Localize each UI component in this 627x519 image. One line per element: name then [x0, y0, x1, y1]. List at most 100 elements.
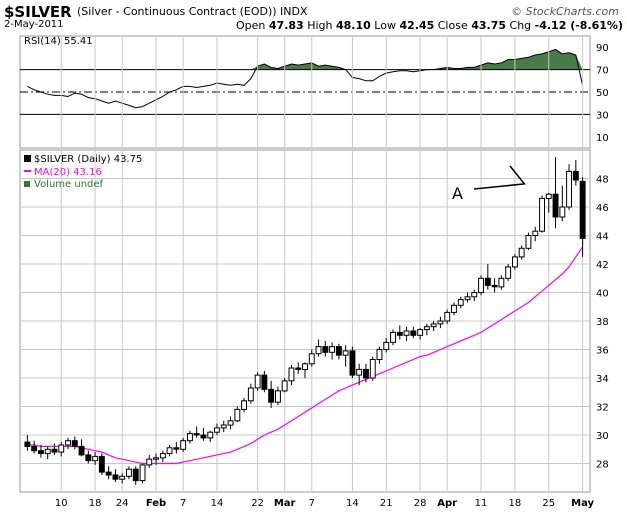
price-legend: $SILVER (Daily) 43.75: [34, 154, 142, 165]
open-label: Open: [236, 19, 266, 32]
candle-body: [132, 468, 139, 482]
low-value: 42.45: [399, 19, 435, 32]
rsi-series-line: [27, 48, 584, 109]
rsi-overbought-fill: [27, 49, 583, 70]
candle-body: [315, 346, 322, 355]
rsi-tick-label: 70: [596, 66, 609, 77]
chart-date: 2-May-2011: [4, 19, 64, 30]
candle-body: [302, 363, 309, 370]
candle-body: [342, 350, 349, 356]
x-tick-label: 18: [89, 498, 102, 509]
chg-value: -4.12 (-8.61%): [534, 19, 623, 32]
candle-body: [275, 390, 281, 403]
x-tick-label: 14: [211, 498, 224, 509]
price-tick-label: 28: [596, 460, 609, 471]
candle-body: [247, 387, 254, 402]
rsi-panel: 10 30 50 70 90 RSI(14) 55.41: [19, 35, 609, 149]
candle-body: [187, 433, 193, 442]
price-legend-icon: [24, 155, 31, 162]
candle-body: [403, 330, 410, 336]
x-tick-label: 28: [414, 498, 427, 509]
candle-body: [119, 475, 126, 480]
candle-body: [85, 454, 92, 462]
price-tick-label: 38: [596, 317, 609, 328]
price-tick-label: 46: [596, 203, 609, 214]
candle-body: [24, 441, 31, 447]
x-tick-label: May: [571, 498, 594, 509]
candle-body: [254, 374, 261, 389]
candle-body: [308, 353, 315, 365]
price-tick-label: 40: [596, 289, 609, 300]
price-tick-label: 42: [596, 260, 609, 271]
price-tick-label: 36: [596, 346, 609, 357]
x-tick-label: 25: [542, 498, 555, 509]
candle-body: [98, 455, 105, 473]
x-axis: 10 18 24 Feb 7 14 22 Mar 7 14 21 28 Apr 11 18 25 May: [55, 498, 595, 509]
candle-body: [139, 464, 146, 482]
candle-body: [437, 320, 444, 325]
candle-body: [349, 350, 356, 376]
candle-body: [200, 434, 207, 439]
x-tick-label: 7: [309, 498, 315, 509]
ma-legend: MA(20) 43.16: [34, 167, 102, 178]
candle-body: [491, 284, 498, 288]
candle-body: [220, 424, 227, 429]
candle-body: [518, 247, 525, 258]
candle-body: [539, 197, 545, 232]
candle-body: [146, 458, 153, 466]
candle-body: [532, 230, 539, 236]
x-tick-label: 10: [55, 498, 68, 509]
candle-body: [261, 374, 268, 390]
price-tick-label: 34: [596, 374, 609, 385]
candle-body: [38, 450, 44, 455]
candle-body: [214, 427, 220, 433]
open-value: 47.83: [268, 19, 304, 32]
candle-body: [173, 447, 180, 450]
candle-body: [505, 266, 512, 279]
x-tick-label: Mar: [274, 498, 296, 509]
rsi-tick-label: 10: [596, 133, 609, 144]
candle-body: [31, 445, 38, 452]
candle-body: [390, 331, 397, 343]
ma20-line: [27, 246, 584, 465]
candle-body: [525, 235, 532, 249]
x-tick-label: 18: [509, 498, 522, 509]
candle-body: [552, 193, 559, 218]
candle-body: [166, 447, 173, 454]
candle-body: [383, 341, 390, 350]
candle-body: [430, 323, 437, 328]
candle-body: [484, 277, 491, 286]
close-label: Close: [437, 19, 468, 32]
candle-body: [112, 474, 119, 480]
candle-body: [65, 440, 71, 446]
candle-body: [268, 388, 275, 403]
candle-body: [105, 471, 112, 476]
volume-legend: Volume undef: [34, 179, 104, 190]
x-tick-label: 22: [251, 498, 264, 509]
candle-body: [71, 440, 78, 447]
high-value: 48.10: [335, 19, 371, 32]
candle-body: [207, 431, 214, 439]
candle-body: [410, 330, 417, 336]
candle-body: [417, 329, 424, 336]
price-tick-label: 48: [596, 175, 609, 186]
candle-body: [423, 326, 430, 331]
rsi-tick-label: 90: [596, 43, 609, 54]
candle-body: [498, 277, 505, 288]
candle-body: [159, 453, 166, 459]
price-panel: 28 30 32 34 36 38 40 42 44 46 48 $SILVER (Daily) 43…: [19, 149, 609, 493]
candle-body: [512, 256, 518, 268]
candle-body: [356, 368, 363, 376]
candle-body: [451, 304, 457, 313]
x-tick-label: Apr: [437, 498, 457, 509]
candle-body: [44, 448, 51, 455]
price-tick-label: 32: [596, 403, 609, 414]
candle-body: [78, 445, 85, 456]
candle-body: [545, 193, 552, 199]
candle-body: [464, 296, 471, 301]
candle-body: [51, 448, 58, 453]
rsi-tick-label: 50: [596, 88, 609, 99]
candle-body: [457, 299, 464, 306]
chg-label: Chg: [509, 19, 532, 32]
